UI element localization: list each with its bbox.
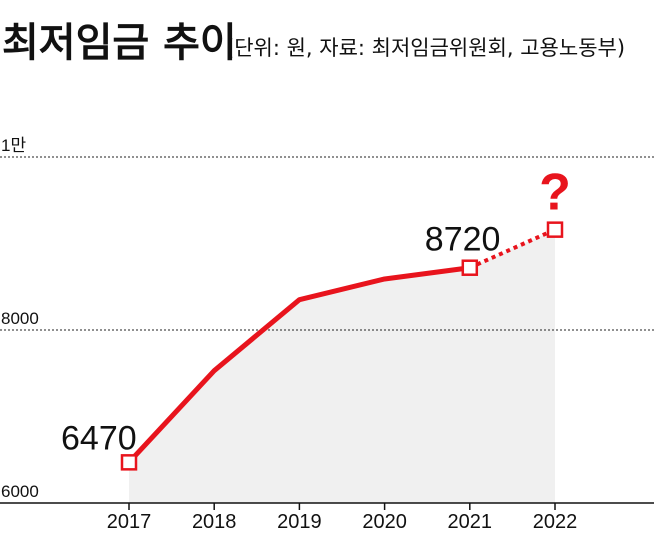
data-point-marker (461, 259, 479, 276)
chart-subtitle: (단위: 원, 자료: 최저임금위원회, 고용노동부) (226, 36, 625, 60)
data-label: 8720 (425, 221, 501, 259)
x-tick-label: 2017 (107, 511, 152, 533)
chart-title: 최저임금 추이 (2, 20, 237, 66)
projection-question-mark: ? (539, 164, 571, 222)
series-line (126, 265, 473, 465)
data-point-marker (120, 454, 138, 471)
y-tick-label: 1만 (1, 136, 26, 155)
plot-area: 6000 8000 1만 2017 2018 2019 2020 2021 2022 6470 87… (0, 136, 654, 533)
x-tick-label: 2021 (448, 511, 493, 533)
x-tick-label: 2020 (362, 511, 407, 533)
x-tick-label: 2019 (277, 511, 322, 533)
area-fill (129, 229, 555, 503)
x-tick-label: 2018 (192, 511, 237, 533)
y-tick-label: 6000 (1, 482, 39, 501)
data-label: 6470 (61, 419, 137, 457)
y-tick-label: 8000 (1, 309, 39, 328)
x-tick-label: 2022 (533, 511, 578, 533)
data-point-marker (546, 221, 564, 238)
